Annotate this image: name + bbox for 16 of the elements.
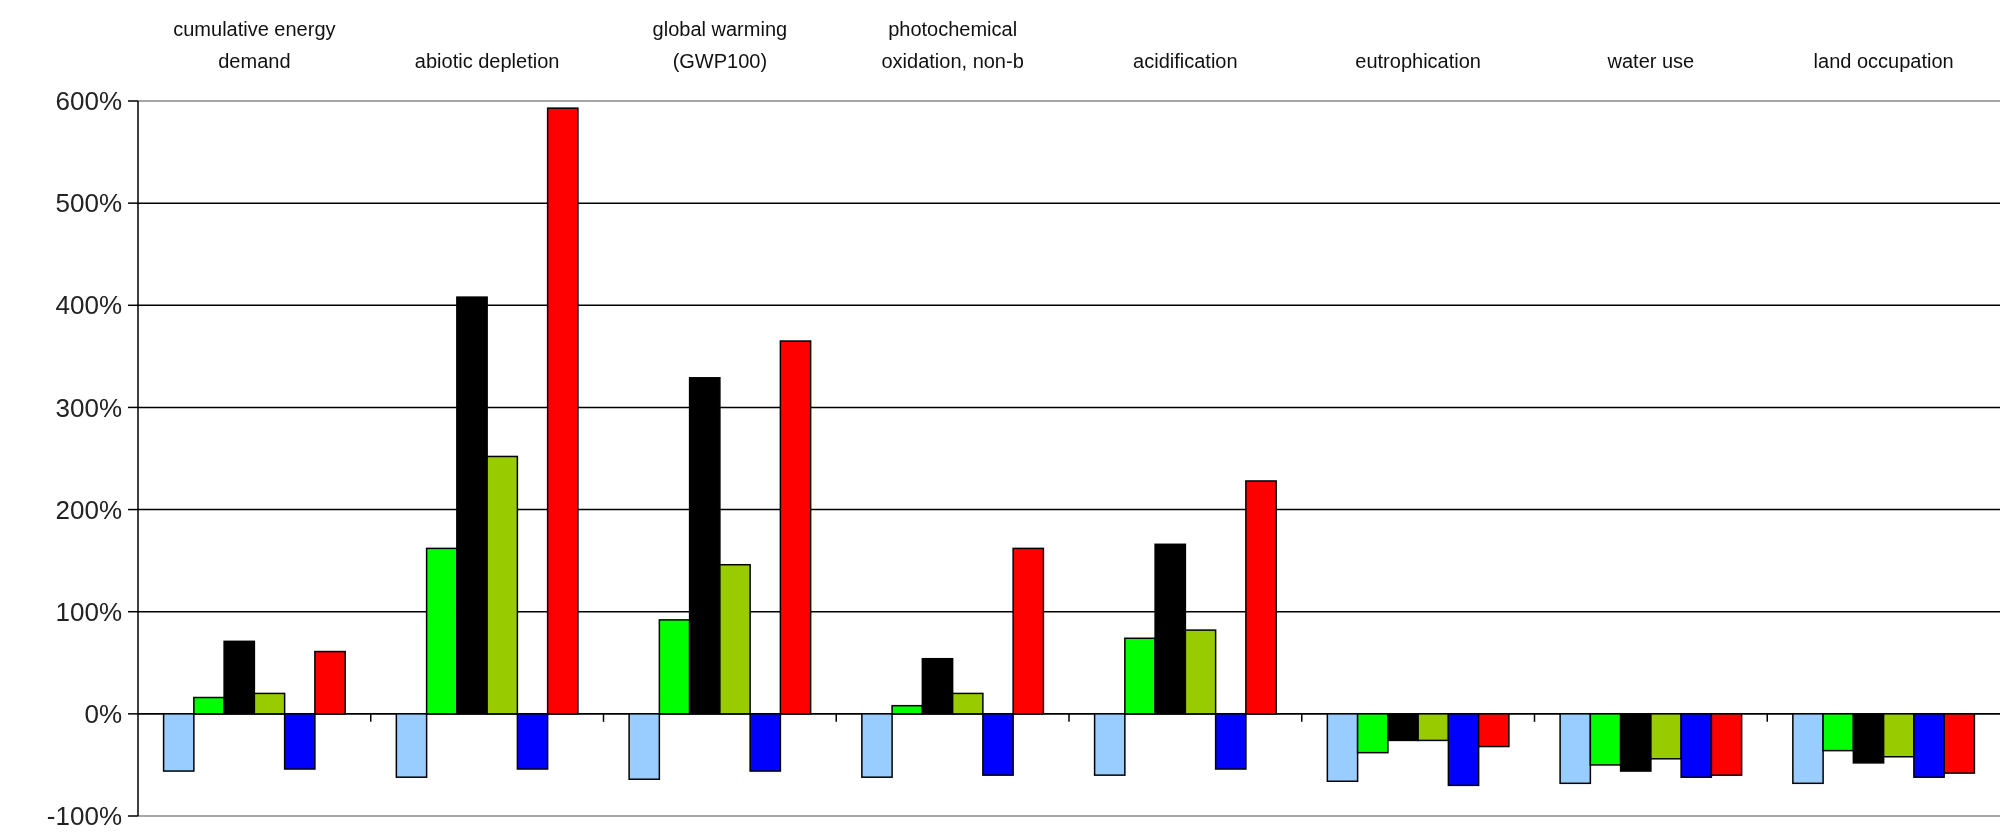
y-tick-label: -100% xyxy=(46,801,122,832)
y-tick-label: 200% xyxy=(55,494,122,525)
x-tick-label: abiotic depletion xyxy=(414,50,560,72)
x-tick-label: water use xyxy=(1606,50,1695,72)
y-tick-label: 600% xyxy=(55,86,122,117)
x-tick-label: photochemical oxidation, non-b xyxy=(881,18,1024,72)
x-tick-label: land occupation xyxy=(1813,50,1954,72)
y-tick-label: 500% xyxy=(55,188,122,219)
y-tick-label: 400% xyxy=(55,290,122,321)
x-tick-label: acidification xyxy=(1133,50,1238,72)
x-tick-label: global warming (GWP100) xyxy=(652,18,788,72)
y-tick-label: 300% xyxy=(55,392,122,423)
y-tick-label: 100% xyxy=(55,596,122,627)
x-tick-label: eutrophication xyxy=(1355,50,1481,72)
y-tick-label: 0% xyxy=(84,698,122,729)
x-tick-label: cumulative energy demand xyxy=(173,18,336,72)
